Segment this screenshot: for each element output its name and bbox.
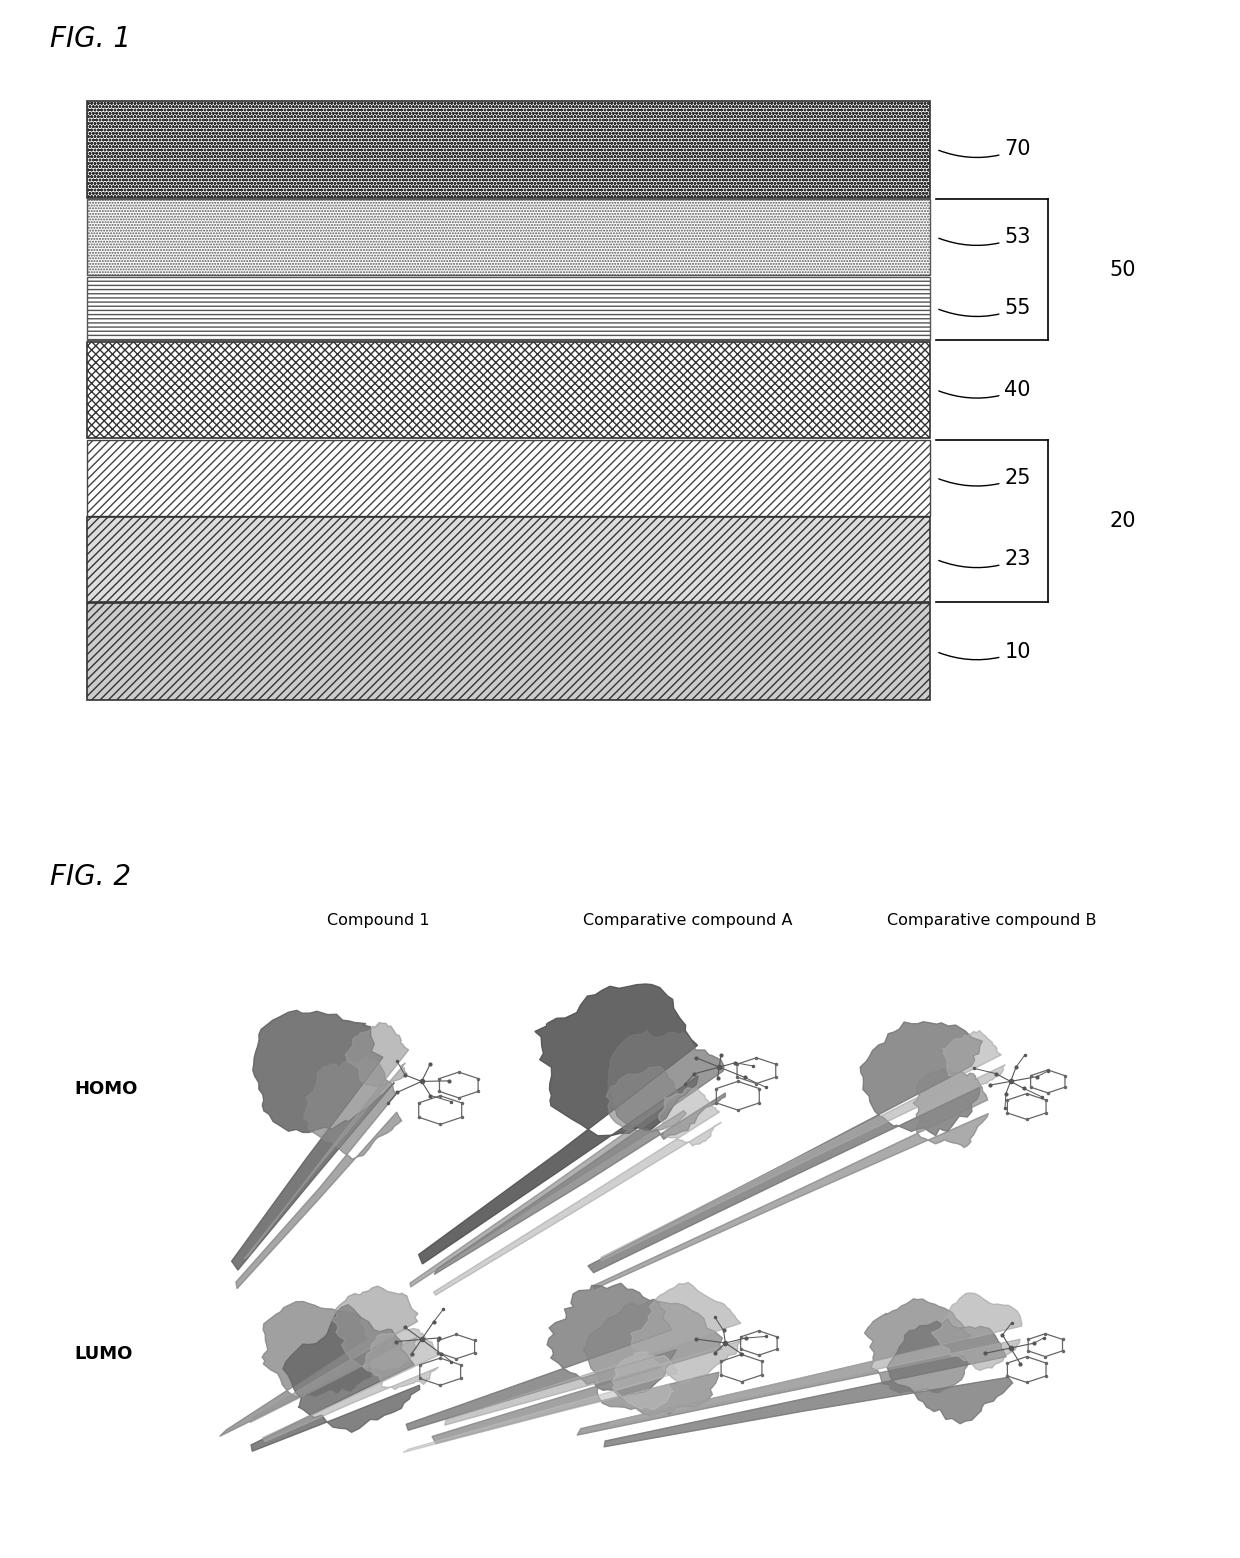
Polygon shape	[588, 1022, 982, 1273]
Polygon shape	[410, 1067, 686, 1287]
Polygon shape	[250, 1304, 419, 1450]
Bar	[87, 341, 930, 438]
Polygon shape	[593, 1069, 988, 1288]
Text: 70: 70	[939, 139, 1030, 159]
Bar	[87, 517, 930, 601]
Polygon shape	[232, 1010, 394, 1270]
Bar	[87, 199, 930, 276]
Polygon shape	[577, 1299, 970, 1435]
Text: Comparative compound B: Comparative compound B	[888, 913, 1096, 929]
Bar	[87, 101, 930, 198]
Polygon shape	[250, 1285, 418, 1422]
Polygon shape	[604, 1320, 1013, 1447]
Text: Comparative compound A: Comparative compound A	[584, 913, 792, 929]
Polygon shape	[419, 985, 698, 1264]
Text: 23: 23	[939, 550, 1030, 570]
Bar	[87, 439, 930, 516]
Text: 53: 53	[939, 227, 1030, 248]
Polygon shape	[236, 1056, 402, 1288]
Bar	[87, 277, 930, 340]
Polygon shape	[609, 1293, 1022, 1424]
Text: FIG. 2: FIG. 2	[50, 863, 130, 891]
Polygon shape	[434, 1030, 725, 1274]
Text: Compound 1: Compound 1	[327, 913, 429, 929]
Polygon shape	[432, 1301, 723, 1444]
Text: 50: 50	[1110, 260, 1136, 279]
Text: 55: 55	[939, 298, 1030, 318]
Text: FIG. 1: FIG. 1	[50, 25, 130, 53]
Polygon shape	[601, 1031, 1006, 1260]
Text: 25: 25	[939, 467, 1030, 488]
Polygon shape	[403, 1352, 677, 1452]
Text: LUMO: LUMO	[74, 1345, 133, 1363]
Polygon shape	[433, 1087, 722, 1295]
Polygon shape	[219, 1301, 371, 1436]
Text: HOMO: HOMO	[74, 1080, 138, 1097]
Text: 20: 20	[1110, 511, 1136, 531]
Bar	[87, 603, 930, 700]
Polygon shape	[244, 1022, 409, 1259]
Polygon shape	[263, 1329, 439, 1441]
Text: 10: 10	[939, 642, 1030, 662]
Text: 40: 40	[939, 380, 1030, 400]
Polygon shape	[407, 1284, 676, 1430]
Polygon shape	[445, 1282, 742, 1426]
